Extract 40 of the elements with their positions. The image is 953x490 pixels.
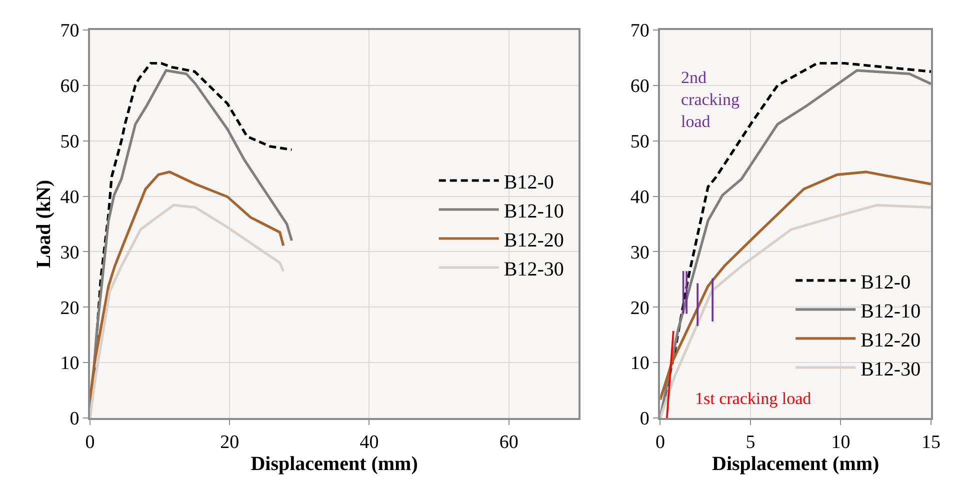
legend-label: B12-30 [860, 358, 921, 380]
line-series [90, 204, 285, 418]
x-tick-label: 5 [746, 432, 756, 453]
x-tick-label: 40 [360, 432, 379, 453]
legend-label: B12-10 [504, 200, 564, 222]
y-tick-label: 60 [60, 76, 80, 98]
y-tick-label: 10 [60, 353, 80, 374]
legend-label: B12-0 [860, 271, 911, 294]
line-series [90, 170, 285, 402]
y-tick-label: 20 [60, 298, 80, 319]
y-tick-label: 40 [60, 186, 80, 208]
legend-label: B12-10 [860, 300, 921, 322]
x-axis-title: Displacement (mm) [712, 452, 880, 475]
y-tick-label: 70 [60, 20, 80, 42]
x-tick-label: 10 [831, 432, 850, 453]
legend-label: B12-0 [504, 171, 554, 194]
y-axis-title: Load (kN) [33, 180, 56, 268]
x-axis-title: Displacement (mm) [250, 452, 418, 475]
y-tick-label: 0 [70, 408, 80, 430]
x-tick-label: 60 [499, 432, 518, 453]
x-tick-label: 20 [220, 432, 240, 453]
y-tick-label: 60 [630, 76, 650, 98]
y-tick-label: 0 [640, 408, 650, 430]
legend-label: B12-20 [860, 329, 921, 352]
x-tick-label: 0 [655, 432, 665, 453]
y-tick-label: 40 [630, 186, 650, 208]
y-tick-label: 30 [60, 242, 80, 264]
y-tick-label: 50 [630, 132, 650, 153]
legend-label: B12-30 [504, 258, 564, 280]
annotation: 1st cracking load [695, 389, 812, 408]
x-tick-label: 15 [922, 432, 940, 453]
y-tick-label: 20 [630, 298, 650, 319]
y-tick-label: 10 [630, 353, 650, 374]
y-tick-label: 70 [630, 20, 650, 42]
x-tick-label: 0 [85, 432, 95, 453]
y-tick-label: 50 [60, 132, 80, 153]
line-series [660, 204, 931, 418]
annotation: 2nd cracking load [681, 68, 740, 132]
y-tick-label: 30 [630, 242, 650, 264]
legend-label: B12-20 [504, 229, 564, 252]
